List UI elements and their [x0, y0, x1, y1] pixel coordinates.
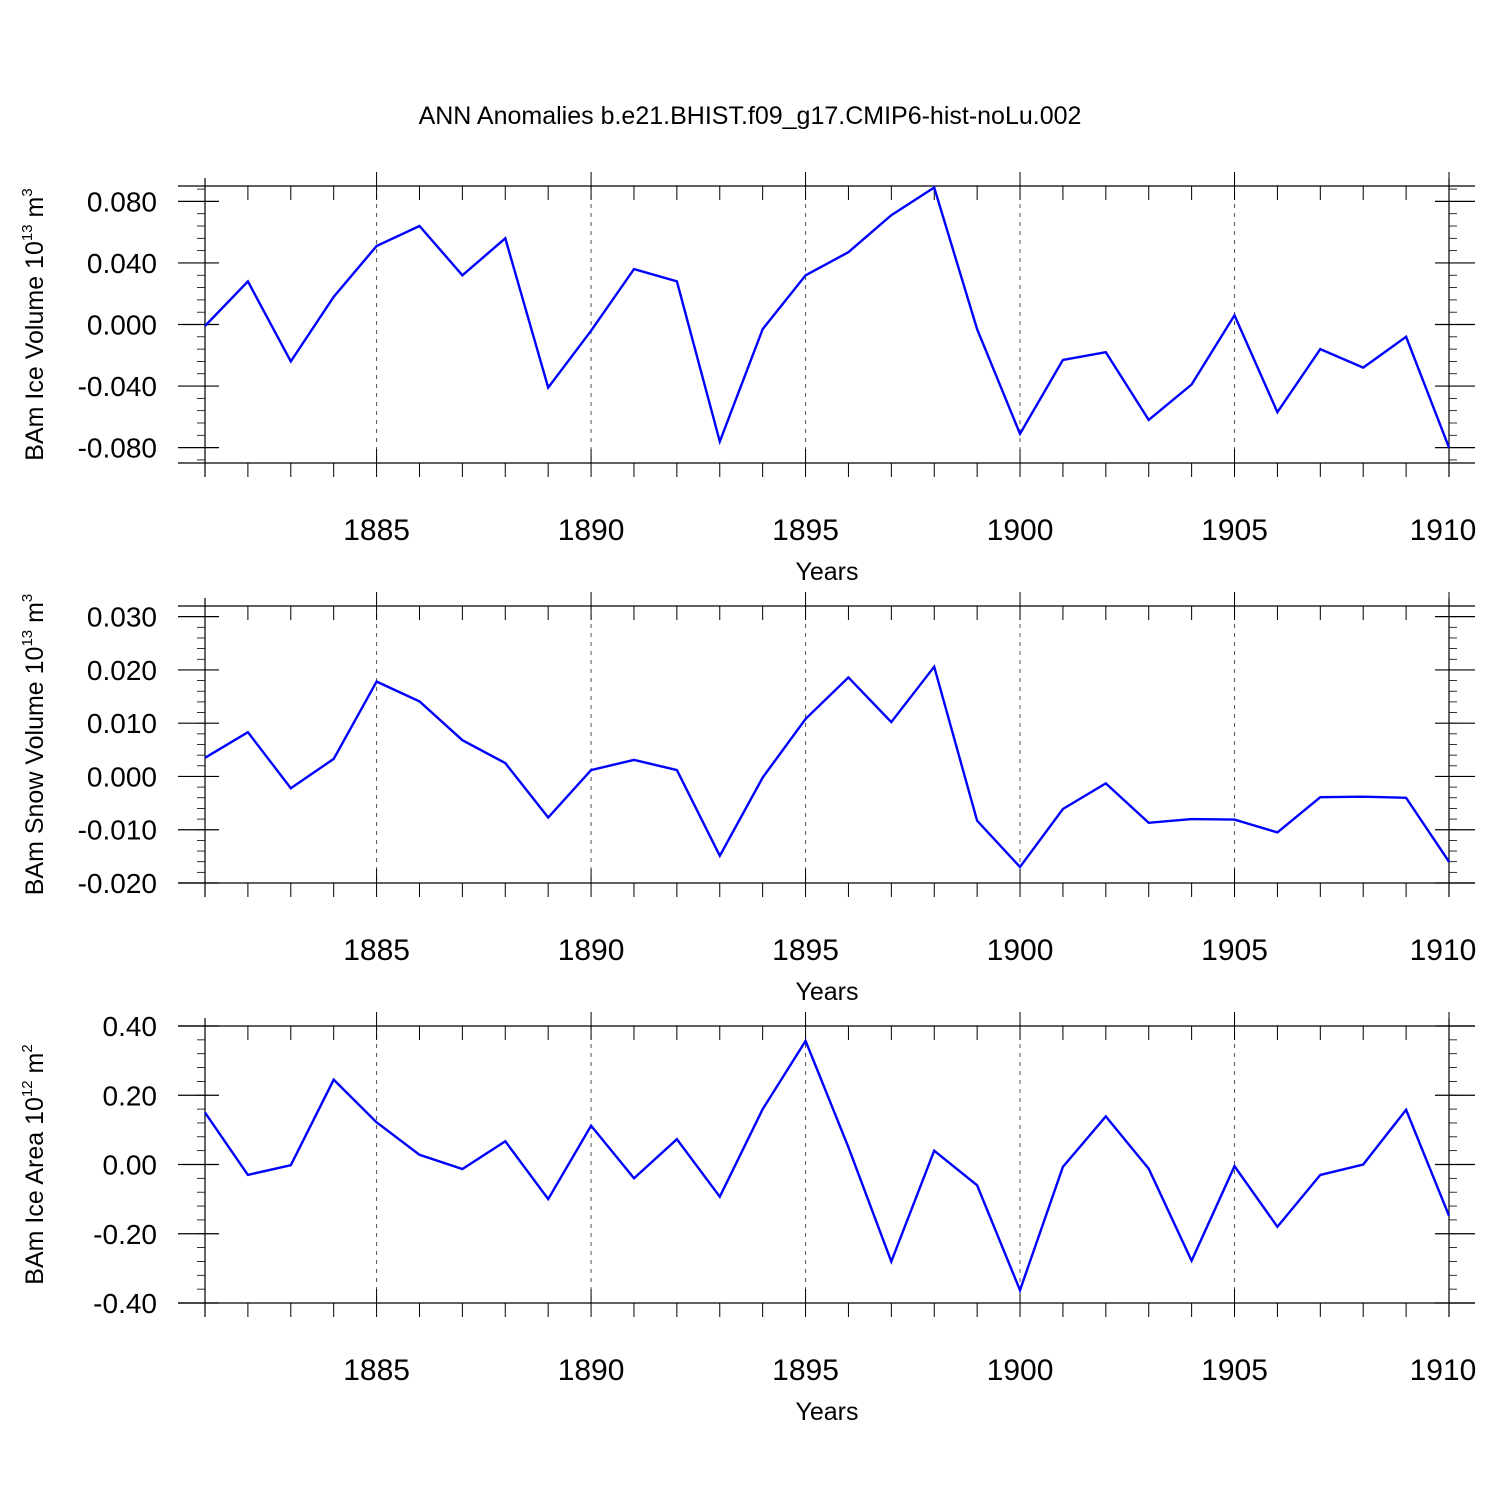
- x-tick-label: 1890: [558, 1354, 625, 1387]
- y-tick-label: -0.20: [93, 1219, 157, 1250]
- y-axis-label: BAm Snow Volume 1013 m3: [19, 594, 49, 896]
- y-tick-label: 0.40: [103, 1011, 158, 1042]
- y-tick-label: -0.40: [93, 1288, 157, 1319]
- series-line-snow-volume: [204, 664, 1450, 869]
- y-tick-label: 0.010: [87, 708, 157, 739]
- y-tick-label: -0.020: [78, 868, 157, 899]
- x-tick-label: 1885: [343, 1354, 410, 1387]
- y-tick-label: 0.030: [87, 602, 157, 633]
- y-axis-label: BAm Ice Volume 1013 m3: [19, 188, 49, 460]
- chart-panel-ice-volume: -0.080 -0.040 0.000 0.040 0.080 1885 1890 1895 1…: [19, 172, 1476, 586]
- x-tick-label: 1890: [558, 934, 625, 967]
- x-tick-label: 1895: [772, 934, 839, 967]
- chart-panel-ice-area: -0.40 -0.20 0.00 0.20 0.40 1885 1890 1895 1900 19…: [19, 1011, 1476, 1426]
- x-tick-label: 1900: [987, 934, 1054, 967]
- x-tick-label: 1910: [1410, 1354, 1477, 1387]
- y-axis-label: BAm Ice Area 1012 m2: [19, 1044, 49, 1284]
- x-tick-label: 1910: [1410, 514, 1477, 547]
- x-tick-label: 1885: [343, 934, 410, 967]
- y-tick-label: -0.010: [78, 815, 157, 846]
- y-tick-label: -0.040: [78, 371, 157, 402]
- x-tick-label: 1900: [987, 514, 1054, 547]
- y-tick-label: 0.00: [103, 1150, 158, 1181]
- x-tick-label: 1895: [772, 514, 839, 547]
- chart-panel-snow-volume: -0.020 -0.010 0.000 0.010 0.020 0.030 1885 1890…: [19, 592, 1476, 1006]
- y-tick-label: 0.000: [87, 761, 157, 792]
- x-tick-label: 1895: [772, 1354, 839, 1387]
- x-tick-label: 1905: [1201, 1354, 1268, 1387]
- series-line-ice-volume: [204, 185, 1451, 449]
- x-tick-label: 1905: [1201, 514, 1268, 547]
- x-tick-label: 1890: [558, 514, 625, 547]
- figure-title: ANN Anomalies b.e21.BHIST.f09_g17.CMIP6-…: [419, 102, 1082, 130]
- x-axis-label: Years: [795, 558, 858, 586]
- y-tick-label: 0.020: [87, 655, 157, 686]
- y-tick-label: 0.040: [87, 248, 157, 279]
- x-tick-label: 1905: [1201, 934, 1268, 967]
- x-tick-label: 1900: [987, 1354, 1054, 1387]
- y-tick-label: 0.20: [103, 1080, 158, 1111]
- y-tick-label: -0.080: [78, 433, 157, 464]
- x-tick-label: 1910: [1410, 934, 1477, 967]
- x-tick-label: 1885: [343, 514, 410, 547]
- y-tick-label: 0.080: [87, 186, 157, 217]
- series-line-ice-area: [204, 1038, 1451, 1294]
- y-tick-label: 0.000: [87, 310, 157, 341]
- x-axis-label: Years: [795, 978, 858, 1006]
- x-axis-label: Years: [795, 1398, 858, 1426]
